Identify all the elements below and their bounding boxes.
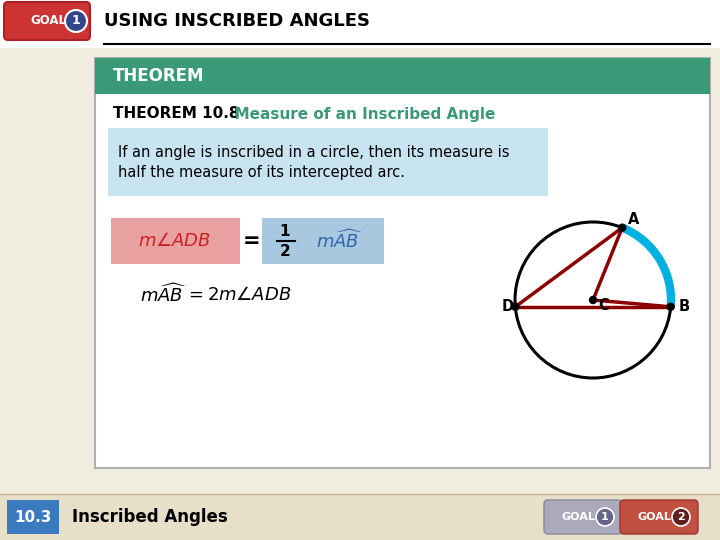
Text: GOAL: GOAL xyxy=(562,512,596,522)
Text: $= 2m\angle ADB$: $= 2m\angle ADB$ xyxy=(185,286,292,304)
Text: Inscribed Angles: Inscribed Angles xyxy=(72,508,228,526)
Text: 1: 1 xyxy=(280,224,290,239)
Text: $m\widehat{AB}$: $m\widehat{AB}$ xyxy=(140,284,187,306)
Circle shape xyxy=(667,303,674,310)
Text: D: D xyxy=(501,299,513,314)
Text: THEOREM: THEOREM xyxy=(113,67,204,85)
FancyBboxPatch shape xyxy=(4,2,90,40)
Text: C: C xyxy=(598,298,608,313)
FancyBboxPatch shape xyxy=(95,58,710,468)
Text: GOAL: GOAL xyxy=(30,15,66,28)
Circle shape xyxy=(618,224,626,231)
FancyBboxPatch shape xyxy=(0,0,720,48)
Circle shape xyxy=(65,10,87,32)
Text: GOAL: GOAL xyxy=(638,512,672,522)
Circle shape xyxy=(596,508,614,526)
Text: A: A xyxy=(629,212,639,227)
Text: Measure of an Inscribed Angle: Measure of an Inscribed Angle xyxy=(224,106,495,122)
Text: 2: 2 xyxy=(279,245,290,260)
FancyBboxPatch shape xyxy=(544,500,622,534)
Circle shape xyxy=(590,296,596,303)
Text: half the measure of its intercepted arc.: half the measure of its intercepted arc. xyxy=(118,165,405,179)
FancyBboxPatch shape xyxy=(111,218,240,264)
FancyBboxPatch shape xyxy=(0,494,720,540)
Text: THEOREM 10.8: THEOREM 10.8 xyxy=(113,106,240,122)
Text: 2: 2 xyxy=(677,512,685,522)
FancyBboxPatch shape xyxy=(620,500,698,534)
Text: $m\angle ADB$: $m\angle ADB$ xyxy=(138,232,212,250)
Circle shape xyxy=(672,508,690,526)
Text: =: = xyxy=(243,231,261,251)
Text: 10.3: 10.3 xyxy=(14,510,52,524)
FancyBboxPatch shape xyxy=(262,218,384,264)
Text: B: B xyxy=(679,299,690,314)
Text: 1: 1 xyxy=(71,15,81,28)
Text: If an angle is inscribed in a circle, then its measure is: If an angle is inscribed in a circle, th… xyxy=(118,145,510,159)
FancyBboxPatch shape xyxy=(108,128,548,196)
FancyBboxPatch shape xyxy=(7,500,59,534)
Text: USING INSCRIBED ANGLES: USING INSCRIBED ANGLES xyxy=(104,12,370,30)
Circle shape xyxy=(512,303,519,310)
Text: $m\widehat{AB}$: $m\widehat{AB}$ xyxy=(316,230,364,252)
Text: 1: 1 xyxy=(601,512,609,522)
FancyBboxPatch shape xyxy=(95,58,710,94)
